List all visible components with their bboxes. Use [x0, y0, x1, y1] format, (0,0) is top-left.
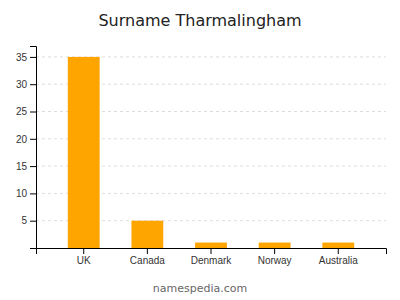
bar: [131, 221, 163, 248]
tick: 35: [16, 52, 36, 63]
tick-label: 30: [16, 79, 28, 90]
tick: 15: [16, 161, 36, 172]
tick-mark: [30, 193, 36, 194]
tick-mark: [30, 221, 36, 222]
tick-mark: [30, 57, 36, 58]
axis-line: [30, 47, 37, 249]
tick-mark: [274, 248, 275, 254]
tick-mark: [83, 248, 84, 254]
x-axis: UK Canada Denmark Norway Australia: [37, 248, 387, 266]
tick-mark: [30, 112, 36, 113]
tick-label: UK: [77, 255, 91, 266]
tick-label: Norway: [258, 255, 292, 266]
tick-label: Australia: [319, 255, 358, 266]
tick-label: 15: [16, 161, 28, 172]
tick: Norway: [258, 248, 292, 266]
tick: Canada: [130, 248, 165, 266]
tick-mark: [211, 248, 212, 254]
tick-mark: [30, 166, 36, 167]
tick-label: Canada: [130, 255, 165, 266]
tick-label: 10: [16, 188, 28, 199]
y-axis: 5 10 15 20 25 30 35: [16, 47, 37, 249]
tick: Australia: [319, 248, 358, 266]
tick-label: Denmark: [191, 255, 233, 266]
tick-label: 20: [16, 134, 28, 145]
tick-label: 5: [21, 215, 27, 226]
tick-mark: [30, 139, 36, 140]
plot-area: UK Canada Denmark Norway Australia 5 10 15 20 25 3…: [16, 47, 387, 267]
tick-label: 35: [16, 52, 28, 63]
tick-label: 25: [16, 106, 28, 117]
bars: [68, 57, 354, 248]
bar: [322, 243, 354, 248]
tick: 25: [16, 106, 36, 117]
tick-mark: [338, 248, 339, 254]
tick: Denmark: [191, 248, 233, 266]
bar: [68, 57, 100, 248]
title: Surname Tharmalingham: [98, 11, 301, 30]
footer: namespedia.com: [153, 282, 247, 295]
bar: [259, 243, 291, 248]
tick: 20: [16, 134, 36, 145]
bar: [195, 243, 227, 248]
axis-line: [37, 249, 387, 255]
chart: UK Canada Denmark Norway Australia 5 10 15 20 25 3…: [0, 0, 400, 300]
tick: 10: [16, 188, 36, 199]
tick-mark: [30, 84, 36, 85]
tick: 5: [21, 215, 36, 226]
tick: 30: [16, 79, 36, 90]
tick-mark: [147, 248, 148, 254]
tick: UK: [77, 248, 91, 266]
